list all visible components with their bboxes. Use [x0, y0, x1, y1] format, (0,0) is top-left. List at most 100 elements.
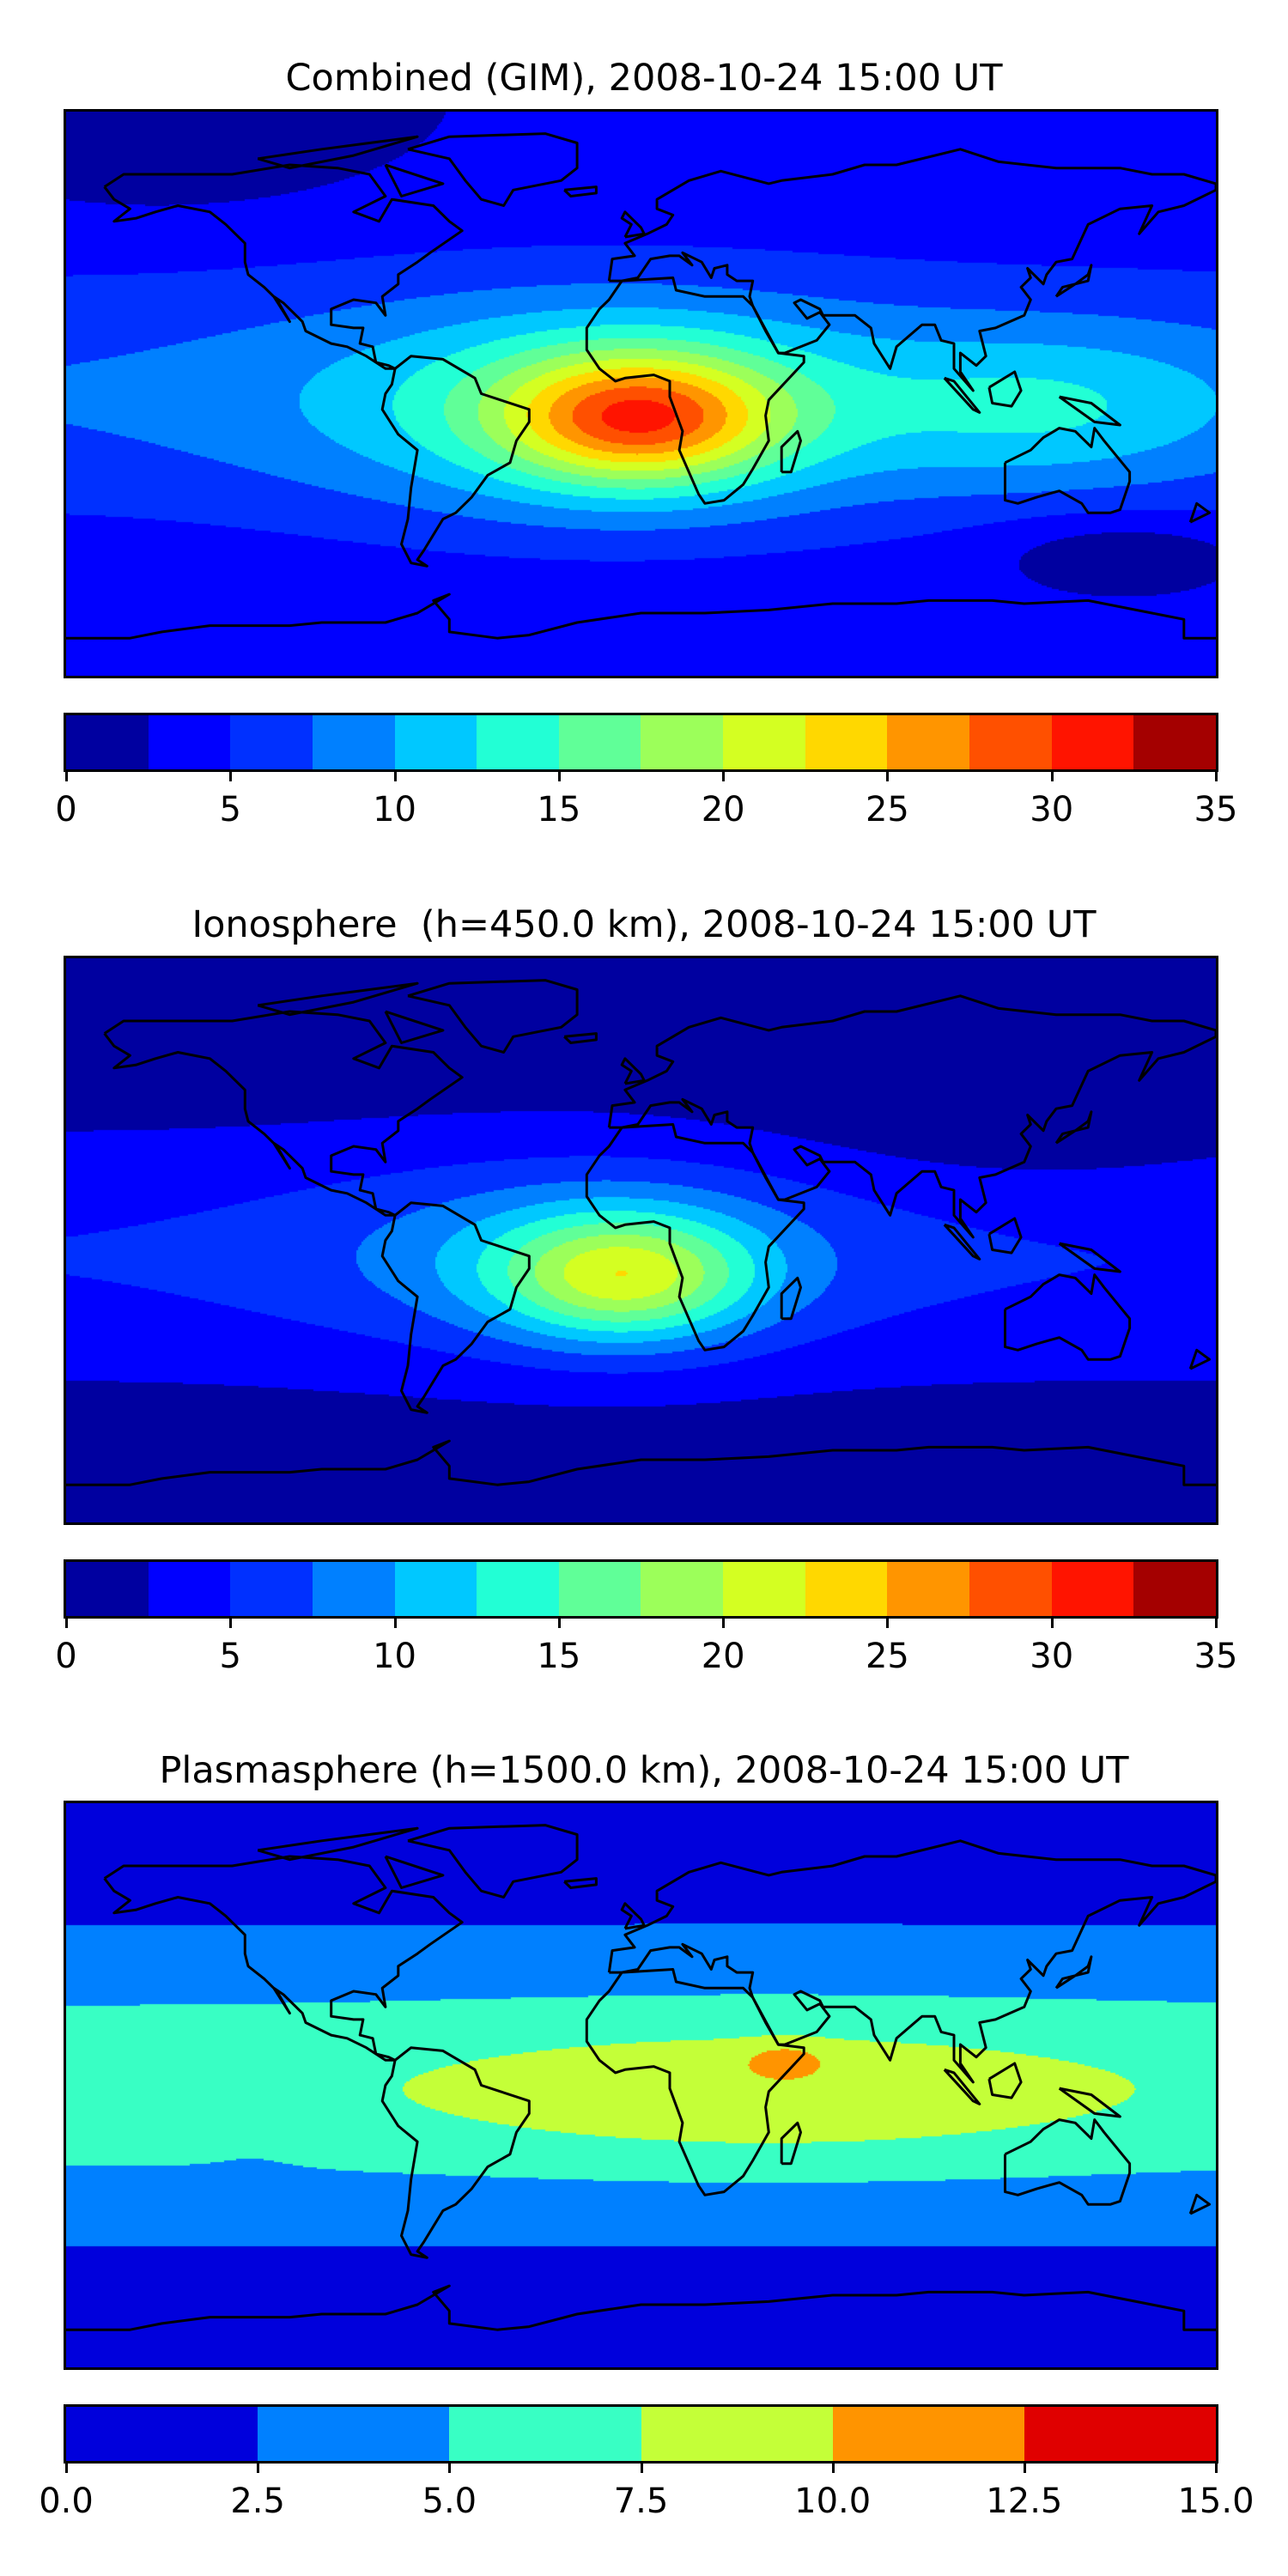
panel-title-ionosphere: Ionosphere (h=450.0 km), 2008-10-24 15:0… [191, 903, 1097, 946]
coastline-7 [66, 592, 1216, 640]
coastline-5 [780, 429, 802, 474]
colorbar-segment [832, 2407, 1024, 2461]
colorbar-segment [312, 715, 395, 769]
coastline-16 [257, 1826, 419, 1862]
coastline-3 [607, 994, 1216, 1239]
colorbar-tick-label: 25 [865, 1637, 909, 1676]
colorbar-tick-label: 0.0 [39, 2482, 94, 2521]
colorbar-segment [148, 715, 231, 769]
coastline-5 [780, 1276, 802, 1321]
coastline-6 [1004, 427, 1132, 514]
colorbar-tick [831, 2461, 835, 2473]
colorbar-combined: 0 5 10 15 20 25 30 35 [55, 713, 1237, 829]
colorbar-tick [886, 1616, 890, 1628]
colorbar-tick [1023, 2461, 1026, 2473]
colorbar-segment [805, 715, 888, 769]
colorbar-segment [969, 1562, 1052, 1616]
colorbar-segment [641, 1562, 724, 1616]
colorbar-segment [66, 2407, 258, 2461]
colorbar-tick-label: 0 [55, 1637, 77, 1676]
colorbar-segment [148, 1562, 231, 1616]
colorbar-tick [1215, 769, 1218, 781]
colorbar-tick [448, 2461, 452, 2473]
coastline-0 [103, 163, 464, 370]
colorbar-tick-label: 15.0 [1177, 2482, 1255, 2521]
coastline-7 [66, 1439, 1216, 1486]
colorbar-segment [1133, 1562, 1216, 1616]
coastlines [66, 979, 1216, 1486]
contour-field [66, 112, 1216, 676]
coastline-2 [407, 1824, 579, 1899]
colorbar-tick-label: 15 [537, 1637, 581, 1676]
map-plasmasphere [64, 1801, 1218, 2370]
colorbar-tick [1215, 2461, 1218, 2473]
coastline-15 [384, 163, 445, 197]
colorbar-tick-label: 7.5 [613, 2482, 669, 2521]
coastline-14 [563, 1032, 598, 1044]
colorbar-tick-label: 20 [701, 790, 745, 829]
colorbar-segment [1024, 2407, 1217, 2461]
coastline-1 [380, 1201, 531, 1414]
coastline-14 [563, 1877, 598, 1889]
colorbar-segment [805, 1562, 888, 1616]
colorbar-segment [230, 1562, 313, 1616]
contour-field [66, 1803, 1216, 2367]
colorbar-tick-label: 30 [1030, 790, 1074, 829]
colorbar-plasmasphere: 0.0 2.5 5.0 7.5 10.0 12.5 15.0 [39, 2404, 1255, 2520]
coastline-9 [1054, 1955, 1093, 1990]
panel-title-plasmasphere: Plasmasphere (h=1500.0 km), 2008-10-24 1… [159, 1749, 1129, 1792]
colorbar-tick-label: 5.0 [422, 2482, 477, 2521]
colorbar-segment [477, 1562, 559, 1616]
colorbar-tick [393, 769, 397, 781]
colorbar-tick-label: 35 [1194, 790, 1238, 829]
coastline-16 [257, 981, 419, 1017]
colorbar-tick [229, 1616, 233, 1628]
coastline-16 [257, 135, 419, 170]
colorbar-tick-label: 10 [373, 1637, 417, 1676]
coastline-15 [384, 1855, 445, 1889]
colorbar-segment [723, 715, 805, 769]
colorbar-segment [641, 2407, 833, 2461]
colorbar-segment [258, 2407, 450, 2461]
coastline-4 [585, 276, 805, 505]
colorbar-tick [65, 2461, 68, 2473]
colorbar-tick-label: 20 [701, 1637, 745, 1676]
colorbar-tick [557, 769, 561, 781]
colorbar-tick [257, 2461, 260, 2473]
coastline-10 [987, 2062, 1023, 2099]
coastline-12 [1058, 2087, 1121, 2118]
colorbar-segment [641, 715, 724, 769]
map-combined [64, 109, 1218, 678]
colorbar-tick [1215, 1616, 1218, 1628]
colorbar-segment [66, 1562, 149, 1616]
colorbar-tick-label: 10.0 [794, 2482, 872, 2521]
coastline-4 [585, 1123, 805, 1352]
colorbar-segment [394, 1562, 477, 1616]
colorbar-segment [449, 2407, 641, 2461]
colorbar-tick [886, 769, 890, 781]
coastline-10 [987, 370, 1023, 408]
coastline-6 [1004, 1273, 1132, 1361]
colorbar-tick [1050, 769, 1054, 781]
colorbar-tick-label: 15 [537, 790, 581, 829]
colorbar-segment [477, 715, 559, 769]
colorbar-tick-label: 25 [865, 790, 909, 829]
coastlines [66, 1824, 1216, 2331]
coastline-12 [1058, 395, 1121, 427]
coastline-7 [66, 2284, 1216, 2331]
coastline-8 [620, 1057, 646, 1085]
colorbar-segment [394, 715, 477, 769]
colorbar-tick-label: 2.5 [230, 2482, 285, 2521]
colorbar-tick [1050, 1616, 1054, 1628]
colorbar-segment [969, 715, 1052, 769]
coastline-8 [620, 1902, 646, 1930]
colorbar-segment [230, 715, 313, 769]
colorbar-tick-label: 5 [219, 790, 242, 829]
coastline-11 [943, 2068, 981, 2105]
colorbar-segment [887, 715, 970, 769]
colorbar-tick-label: 10 [373, 790, 417, 829]
colorbar-tick-label: 12.5 [986, 2482, 1063, 2521]
colorbar-tick-label: 0 [55, 790, 77, 829]
coastline-0 [103, 1855, 464, 2062]
colorbar-segment [723, 1562, 805, 1616]
